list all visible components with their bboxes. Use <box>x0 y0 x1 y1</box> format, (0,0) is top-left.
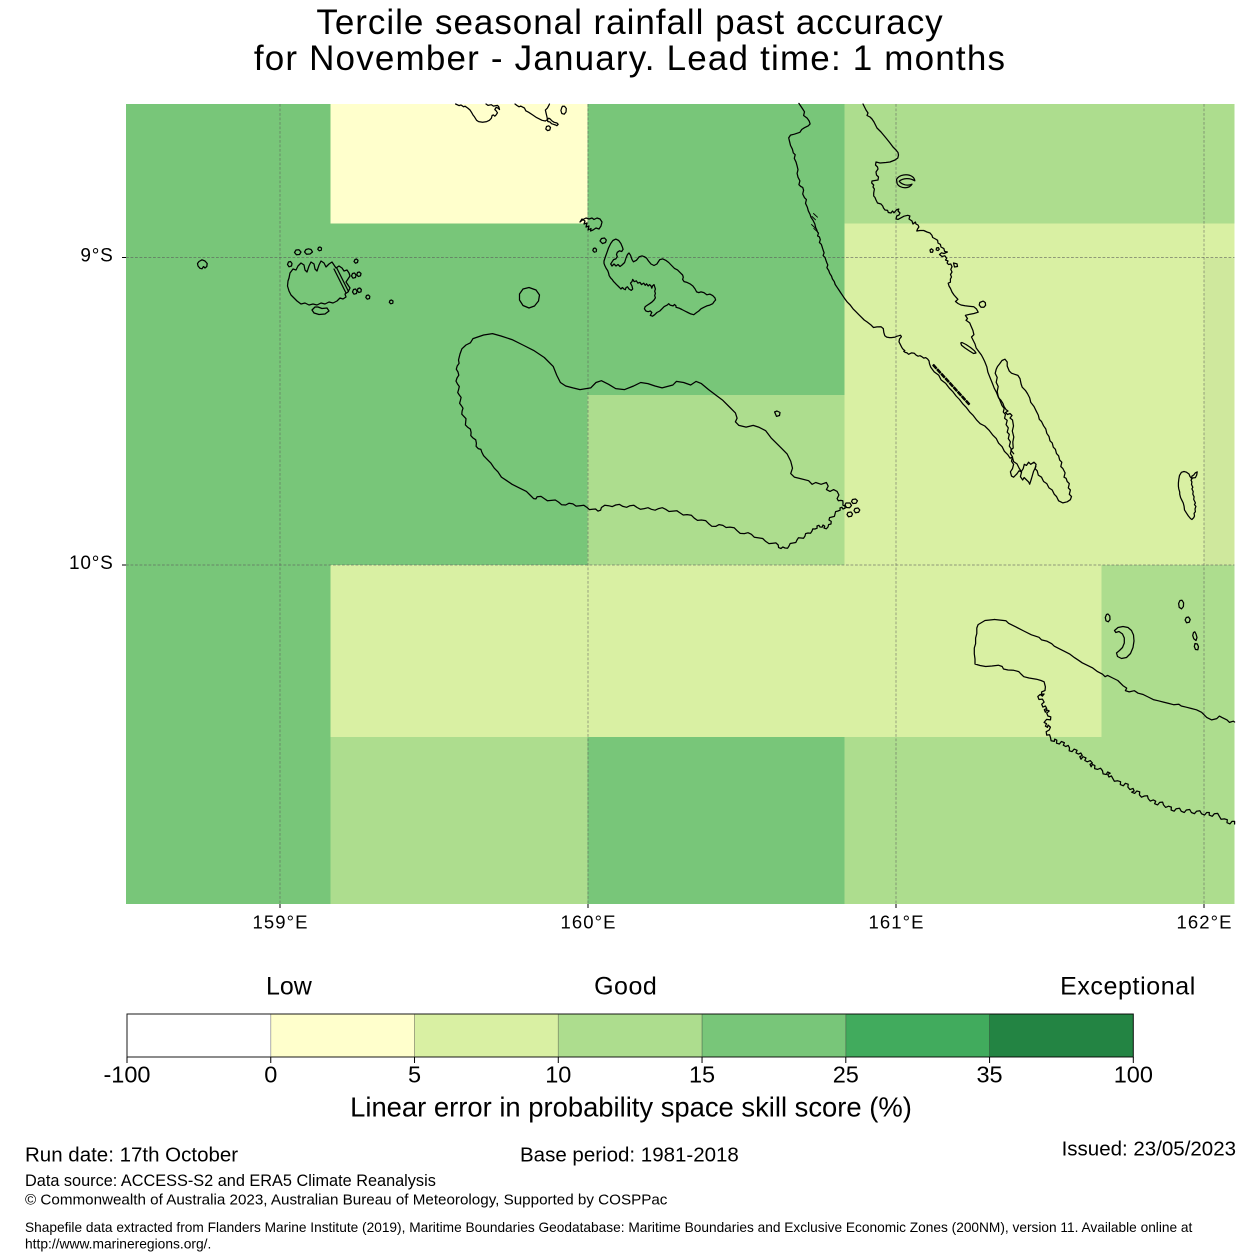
svg-text:161°E: 161°E <box>868 912 924 933</box>
svg-text:Linear error in probability sp: Linear error in probability space skill … <box>350 1092 912 1123</box>
svg-text:10°S: 10°S <box>69 553 114 574</box>
svg-text:© Commonwealth of Australia 20: © Commonwealth of Australia 2023, Austra… <box>25 1192 668 1209</box>
svg-text:100: 100 <box>1114 1062 1153 1088</box>
svg-text:-100: -100 <box>103 1062 150 1088</box>
svg-text:162°E: 162°E <box>1176 912 1232 933</box>
svg-text:9°S: 9°S <box>80 246 113 267</box>
svg-text:http://www.marineregions.org/.: http://www.marineregions.org/. <box>25 1237 211 1252</box>
svg-text:Shapefile data extracted from: Shapefile data extracted from Flanders M… <box>25 1220 1193 1235</box>
svg-text:Data source: ACCESS-S2 and ERA: Data source: ACCESS-S2 and ERA5 Climate … <box>25 1172 436 1190</box>
svg-text:160°E: 160°E <box>560 912 616 933</box>
svg-text:Low: Low <box>266 973 313 1001</box>
svg-text:15: 15 <box>689 1062 715 1088</box>
svg-text:10: 10 <box>545 1062 571 1088</box>
svg-text:Tercile seasonal rainfall past: Tercile seasonal rainfall past accuracy <box>316 3 943 42</box>
svg-text:Good: Good <box>594 973 657 1001</box>
svg-text:Run date: 17th October: Run date: 17th October <box>25 1144 238 1167</box>
svg-text:Issued: 23/05/2023: Issued: 23/05/2023 <box>1062 1138 1236 1161</box>
svg-text:5: 5 <box>408 1062 421 1088</box>
svg-text:Exceptional: Exceptional <box>1060 973 1196 1001</box>
svg-text:159°E: 159°E <box>252 912 308 933</box>
svg-text:25: 25 <box>833 1062 859 1088</box>
svg-text:Base period: 1981-2018: Base period: 1981-2018 <box>520 1144 739 1167</box>
svg-text:35: 35 <box>976 1062 1002 1088</box>
svg-text:for November - January. Lead t: for November - January. Lead time: 1 mon… <box>254 39 1006 78</box>
svg-text:0: 0 <box>264 1062 277 1088</box>
